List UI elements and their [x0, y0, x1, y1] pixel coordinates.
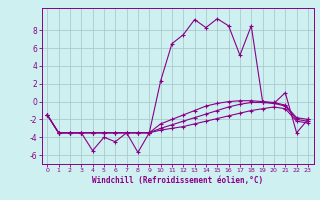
X-axis label: Windchill (Refroidissement éolien,°C): Windchill (Refroidissement éolien,°C): [92, 176, 263, 185]
